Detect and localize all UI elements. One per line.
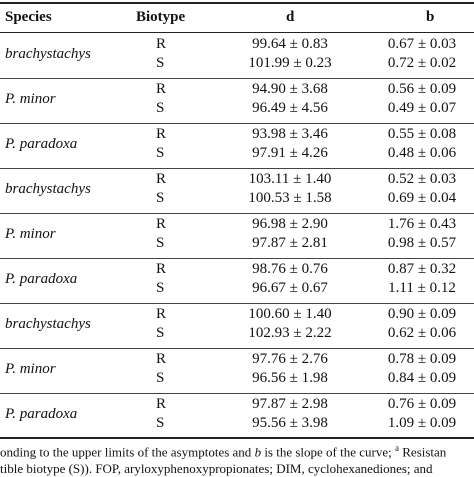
b-s-cell: 0.69 ± 0.04 (387, 190, 457, 206)
species-cell: P. minor (5, 226, 56, 242)
species-cell: P. paradoxa (5, 136, 78, 152)
biotype-s-cell: S (156, 235, 165, 251)
biotype-s-cell: S (156, 280, 165, 296)
row-separator (0, 303, 474, 304)
row-separator (0, 78, 474, 79)
d-s-cell: 97.91 ± 4.26 (252, 145, 328, 161)
b-s-cell: 0.72 ± 0.02 (387, 55, 457, 71)
biotype-s-cell: S (156, 190, 165, 206)
biotype-r-cell: R (156, 126, 167, 142)
table-top-rule (0, 2, 474, 4)
biotype-s-cell: S (156, 145, 165, 161)
b-r-cell: 1.76 ± 0.43 (387, 216, 457, 232)
d-r-cell: 100.60 ± 1.40 (248, 306, 332, 322)
d-s-cell: 96.67 ± 0.67 (252, 280, 328, 296)
biotype-s-cell: S (156, 100, 165, 116)
species-cell: brachystachys (5, 316, 91, 332)
table-row: P. paradoxa R S 93.98 ± 3.46 97.91 ± 4.26 0.5… (0, 123, 474, 168)
biotype-r-cell: R (156, 351, 167, 367)
footnote-line-2: tible biotype (S)). FOP, aryloxyphenoxyp… (0, 461, 433, 477)
table-row: P. minor R S 94.90 ± 3.68 96.49 ± 4.56 0.56 ±… (0, 78, 474, 123)
biotype-s-cell: S (156, 415, 165, 431)
table-bottom-rule (0, 437, 474, 439)
b-r-cell: 0.52 ± 0.03 (387, 171, 457, 187)
d-s-cell: 101.99 ± 0.23 (248, 55, 332, 71)
row-separator (0, 168, 474, 169)
d-s-cell: 95.56 ± 3.98 (252, 415, 328, 431)
d-r-cell: 97.87 ± 2.98 (252, 396, 328, 412)
b-r-cell: 0.78 ± 0.09 (387, 351, 457, 367)
header-d: d (286, 9, 295, 25)
d-s-cell: 102.93 ± 2.22 (248, 325, 332, 341)
header-rule (0, 32, 474, 33)
table-footnote: onding to the upper limits of the asympt… (0, 440, 474, 477)
b-r-cell: 0.56 ± 0.09 (387, 81, 457, 97)
species-cell: P. paradoxa (5, 406, 78, 422)
biotype-r-cell: R (156, 216, 167, 232)
d-s-cell: 96.49 ± 4.56 (252, 100, 328, 116)
b-s-cell: 0.84 ± 0.09 (387, 370, 457, 386)
b-s-cell: 0.49 ± 0.07 (387, 100, 457, 116)
header-b: b (426, 9, 435, 25)
d-r-cell: 99.64 ± 0.83 (252, 36, 328, 52)
table-row: P. minor R S 96.98 ± 2.90 97.87 ± 2.81 1.76 ±… (0, 213, 474, 258)
b-s-cell: 0.62 ± 0.06 (387, 325, 457, 341)
b-s-cell: 0.98 ± 0.57 (387, 235, 457, 251)
biotype-r-cell: R (156, 36, 167, 52)
d-r-cell: 97.76 ± 2.76 (252, 351, 328, 367)
d-r-cell: 93.98 ± 3.46 (252, 126, 328, 142)
biotype-r-cell: R (156, 396, 167, 412)
row-separator (0, 348, 474, 349)
row-separator (0, 213, 474, 214)
species-cell: brachystachys (5, 181, 91, 197)
biotype-r-cell: R (156, 306, 167, 322)
row-separator (0, 393, 474, 394)
biotype-r-cell: R (156, 81, 167, 97)
table-row: brachystachys R S 100.60 ± 1.40 102.93 ± 2.2… (0, 303, 474, 348)
d-r-cell: 98.76 ± 0.76 (252, 261, 328, 277)
row-separator (0, 123, 474, 124)
header-biotype: Biotype (136, 9, 186, 25)
d-s-cell: 100.53 ± 1.58 (248, 190, 332, 206)
d-r-cell: 94.90 ± 3.68 (252, 81, 328, 97)
biotype-s-cell: S (156, 370, 165, 386)
table-row: P. minor R S 97.76 ± 2.76 96.56 ± 1.98 0.78 ±… (0, 348, 474, 393)
b-s-cell: 1.11 ± 0.12 (388, 280, 456, 296)
d-s-cell: 96.56 ± 1.98 (252, 370, 328, 386)
b-r-cell: 0.90 ± 0.09 (387, 306, 457, 322)
b-r-cell: 0.55 ± 0.08 (387, 126, 457, 142)
biotype-r-cell: R (156, 261, 167, 277)
species-cell: P. paradoxa (5, 271, 78, 287)
b-r-cell: 0.76 ± 0.09 (387, 396, 457, 412)
species-cell: P. minor (5, 91, 56, 107)
b-r-cell: 0.87 ± 0.32 (387, 261, 457, 277)
table-row: brachystachys R S 99.64 ± 0.83 101.99 ± 0.23… (0, 33, 474, 78)
row-separator (0, 258, 474, 259)
species-cell: P. minor (5, 361, 56, 377)
biotype-r-cell: R (156, 171, 167, 187)
biotype-s-cell: S (156, 55, 165, 71)
biotype-s-cell: S (156, 325, 165, 341)
d-r-cell: 103.11 ± 1.40 (248, 171, 332, 187)
d-r-cell: 96.98 ± 2.90 (252, 216, 328, 232)
b-r-cell: 0.67 ± 0.03 (387, 36, 457, 52)
table-row: P. paradoxa R S 98.76 ± 0.76 96.67 ± 0.67 0.8… (0, 258, 474, 303)
footnote-line-1: onding to the upper limits of the asympt… (0, 443, 447, 460)
d-s-cell: 97.87 ± 2.81 (252, 235, 328, 251)
table-row: P. paradoxa R S 97.87 ± 2.98 95.56 ± 3.98 0.7… (0, 393, 474, 438)
b-s-cell: 0.48 ± 0.06 (387, 145, 457, 161)
header-species: Species (5, 9, 52, 25)
species-cell: brachystachys (5, 46, 91, 62)
b-s-cell: 1.09 ± 0.09 (387, 415, 457, 431)
table-row: brachystachys R S 103.11 ± 1.40 100.53 ± 1.5… (0, 168, 474, 213)
